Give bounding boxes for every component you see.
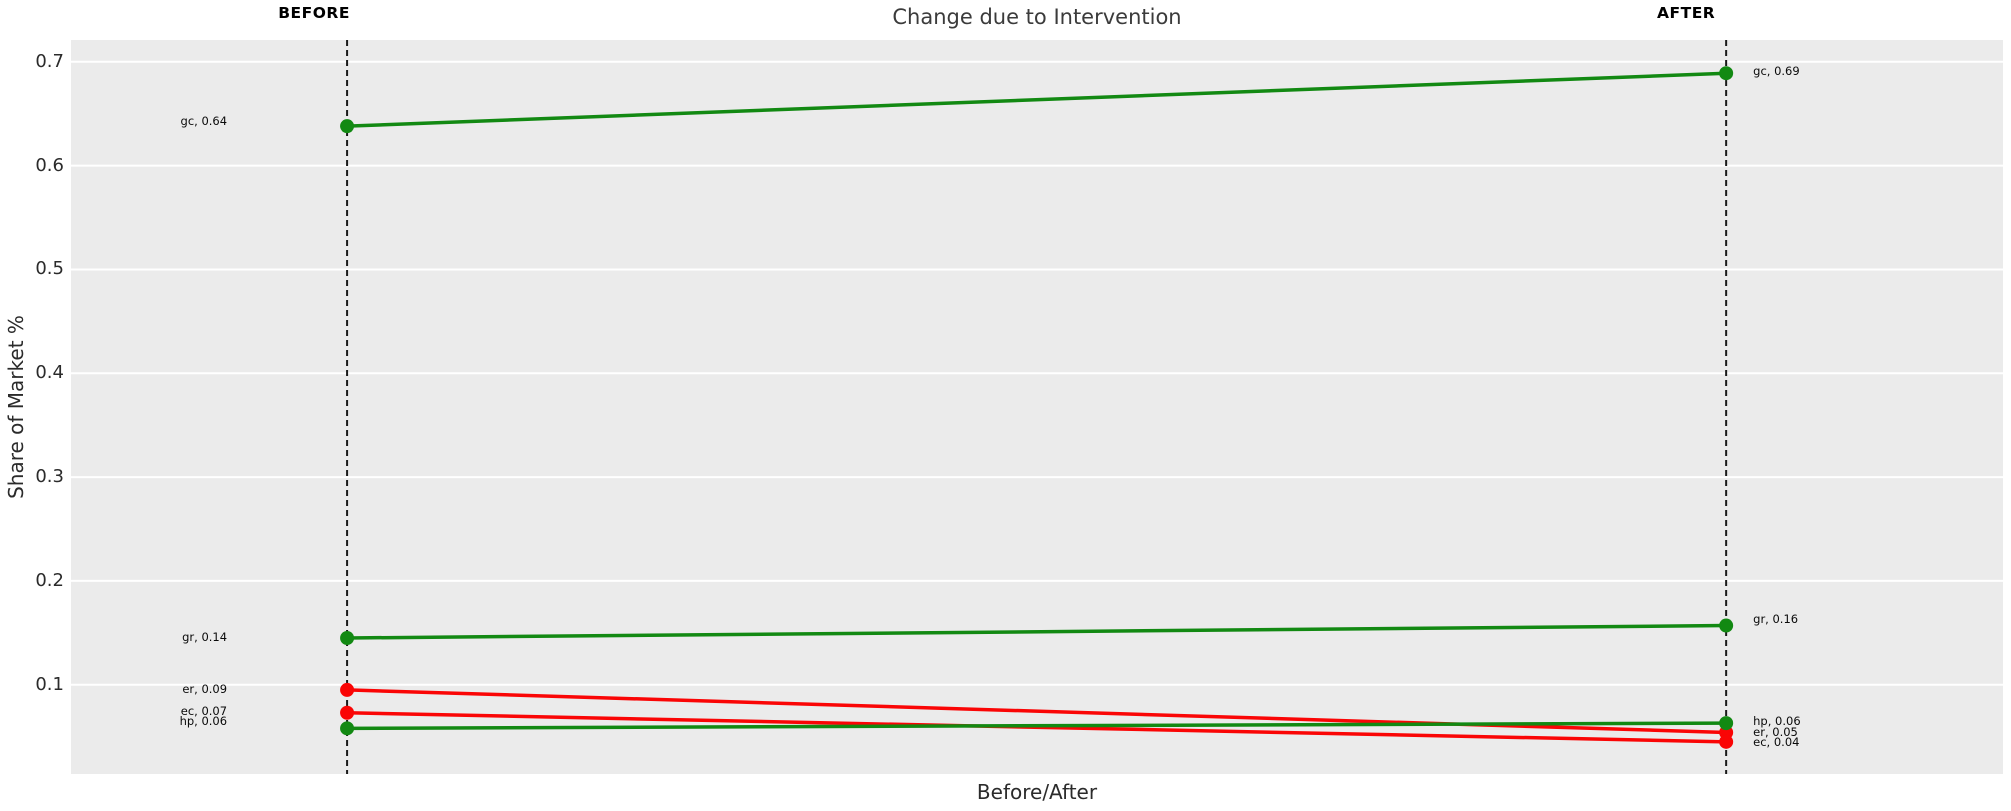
point-ec-after: [1719, 734, 1734, 749]
y-tick-label-0.4: 0.4: [35, 362, 64, 384]
plot-area: [71, 40, 2003, 774]
label-gr-after: gr, 0.16: [1753, 612, 1799, 627]
point-gc-after: [1719, 66, 1734, 81]
label-gc-after: gc, 0.69: [1753, 63, 1800, 78]
y-tick-label-0.3: 0.3: [35, 466, 64, 488]
label-gr-before: gr, 0.14: [182, 630, 228, 645]
label-ec-after: ec, 0.04: [1753, 735, 1800, 750]
label-ec-before: ec, 0.07: [180, 704, 228, 719]
y-tick-label-0.5: 0.5: [35, 258, 64, 280]
slope-line-gc: [347, 71, 1727, 128]
point-gr-before: [340, 630, 355, 645]
label-er-before: er, 0.09: [182, 682, 228, 697]
column-header-after: AFTER: [1657, 4, 1716, 22]
point-gc-before: [340, 119, 355, 134]
chart-title: Change due to Intervention: [892, 5, 1182, 29]
y-tick-label-0.6: 0.6: [35, 154, 64, 176]
x-axis-title: Before/After: [976, 780, 1098, 804]
y-tick-label-0.7: 0.7: [35, 50, 64, 72]
column-header-before: BEFORE: [278, 4, 350, 22]
label-hp-after: hp, 0.06: [1753, 713, 1801, 728]
point-hp-before: [340, 721, 355, 736]
y-tick-label-0.1: 0.1: [35, 673, 64, 695]
label-er-after: er, 0.05: [1753, 724, 1798, 739]
point-hp-after: [1719, 716, 1734, 731]
chart-canvas: [71, 40, 2003, 774]
y-tick-label-0.2: 0.2: [35, 569, 64, 591]
label-gc-before: gc, 0.64: [180, 113, 228, 128]
point-gr-after: [1719, 618, 1734, 633]
point-ec-before: [340, 705, 355, 720]
slope-line-gr: [347, 623, 1727, 640]
label-hp-before: hp, 0.06: [179, 713, 228, 728]
point-er-before: [340, 682, 355, 697]
slope-line-hp: [347, 721, 1727, 731]
